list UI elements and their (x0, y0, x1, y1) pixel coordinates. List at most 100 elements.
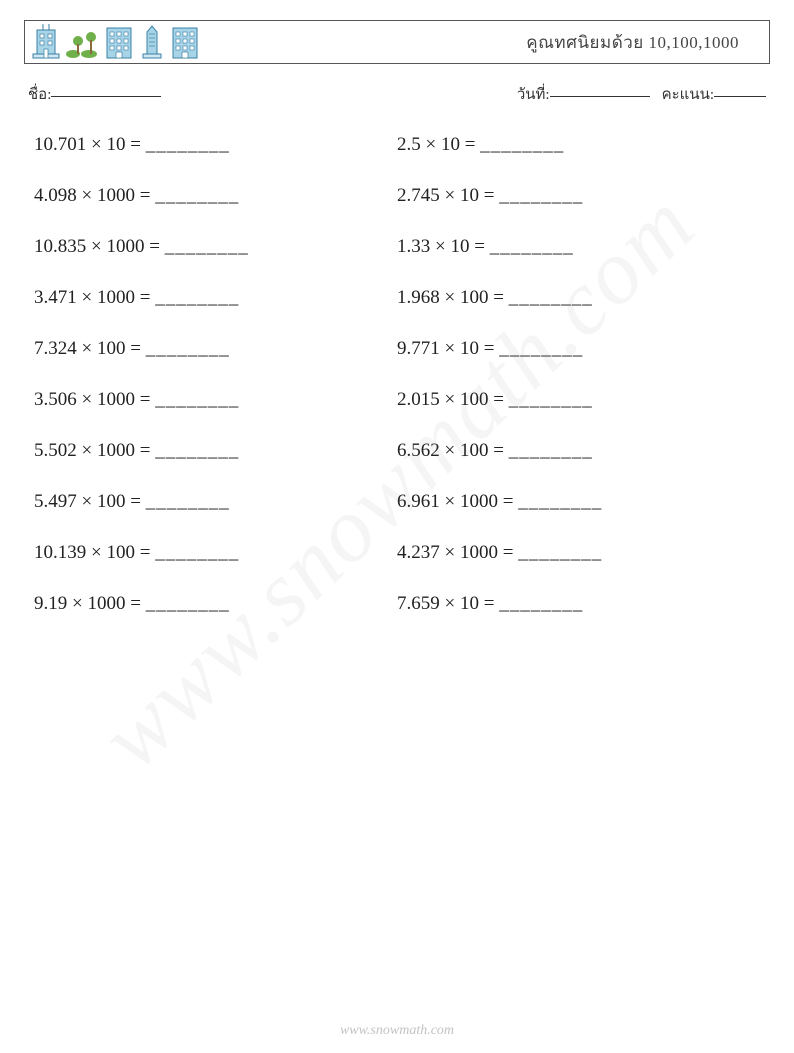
equals-sign: = (493, 440, 504, 461)
operand-a: 3.471 (34, 287, 77, 308)
operand-b: 10 (460, 185, 479, 206)
problem-cell: 9.771 × 10 = ________ (397, 338, 760, 360)
operand-a: 5.497 (34, 491, 77, 512)
worksheet-title: คูณทศนิยมด้วย 10,100,1000 (526, 29, 759, 56)
operand-a: 10.835 (34, 236, 86, 257)
operand-b: 10 (441, 134, 460, 155)
operand-a: 3.506 (34, 389, 77, 410)
answer-blank[interactable]: ________ (146, 593, 230, 614)
problem-cell: 10.835 × 1000 = ________ (34, 236, 397, 258)
times-sign: × (82, 338, 93, 359)
answer-blank[interactable]: ________ (499, 338, 583, 359)
score-label: คะแนน: (662, 82, 714, 106)
equals-sign: = (474, 236, 485, 257)
operand-a: 2.5 (397, 134, 421, 155)
answer-blank[interactable]: ________ (518, 542, 602, 563)
info-row: ชื่อ: วันที่: คะแนน: (28, 82, 766, 106)
times-sign: × (445, 593, 456, 614)
operand-a: 9.19 (34, 593, 67, 614)
problem-cell: 7.324 × 100 = ________ (34, 338, 397, 360)
operand-b: 1000 (460, 542, 498, 563)
building-icon (169, 24, 201, 60)
equals-sign: = (484, 185, 495, 206)
times-sign: × (72, 593, 83, 614)
equals-sign: = (140, 389, 151, 410)
times-sign: × (82, 287, 93, 308)
equals-sign: = (130, 593, 141, 614)
name-blank[interactable] (51, 82, 161, 97)
problem-row: 3.506 × 1000 = ________2.015 × 100 = ___… (34, 389, 760, 411)
times-sign: × (82, 491, 93, 512)
times-sign: × (91, 134, 102, 155)
date-blank[interactable] (550, 82, 650, 97)
problem-row: 5.502 × 1000 = ________6.562 × 100 = ___… (34, 440, 760, 462)
problem-row: 4.098 × 1000 = ________2.745 × 10 = ____… (34, 185, 760, 207)
problem-cell: 4.237 × 1000 = ________ (397, 542, 760, 564)
answer-blank[interactable]: ________ (146, 338, 230, 359)
problem-cell: 3.471 × 1000 = ________ (34, 287, 397, 309)
times-sign: × (426, 134, 437, 155)
footer-link: www.snowmath.com (0, 1023, 794, 1039)
answer-blank[interactable]: ________ (155, 440, 239, 461)
equals-sign: = (130, 338, 141, 359)
answer-blank[interactable]: ________ (509, 389, 593, 410)
worksheet-page: คูณทศนิยมด้วย 10,100,1000 ชื่อ: วันที่: … (0, 0, 794, 1053)
date-score-fields: วันที่: คะแนน: (517, 82, 766, 106)
operand-b: 100 (106, 542, 135, 563)
answer-blank[interactable]: ________ (490, 236, 574, 257)
answer-blank[interactable]: ________ (480, 134, 564, 155)
answer-blank[interactable]: ________ (146, 491, 230, 512)
operand-a: 10.701 (34, 134, 86, 155)
equals-sign: = (140, 287, 151, 308)
equals-sign: = (465, 134, 476, 155)
operand-a: 2.745 (397, 185, 440, 206)
problem-row: 9.19 × 1000 = ________7.659 × 10 = _____… (34, 593, 760, 615)
building-icon (31, 24, 61, 60)
times-sign: × (82, 185, 93, 206)
problem-cell: 6.562 × 100 = ________ (397, 440, 760, 462)
problem-cell: 9.19 × 1000 = ________ (34, 593, 397, 615)
problem-row: 10.835 × 1000 = ________1.33 × 10 = ____… (34, 236, 760, 258)
problem-cell: 4.098 × 1000 = ________ (34, 185, 397, 207)
operand-a: 7.659 (397, 593, 440, 614)
problem-row: 10.139 × 100 = ________4.237 × 1000 = __… (34, 542, 760, 564)
operand-b: 1000 (97, 287, 135, 308)
score-blank[interactable] (714, 82, 766, 97)
problem-cell: 1.33 × 10 = ________ (397, 236, 760, 258)
answer-blank[interactable]: ________ (509, 287, 593, 308)
equals-sign: = (140, 542, 151, 563)
answer-blank[interactable]: ________ (518, 491, 602, 512)
equals-sign: = (140, 185, 151, 206)
times-sign: × (82, 440, 93, 461)
operand-b: 1000 (97, 389, 135, 410)
answer-blank[interactable]: ________ (509, 440, 593, 461)
answer-blank[interactable]: ________ (499, 185, 583, 206)
answer-blank[interactable]: ________ (165, 236, 249, 257)
answer-blank[interactable]: ________ (499, 593, 583, 614)
problem-cell: 3.506 × 1000 = ________ (34, 389, 397, 411)
answer-blank[interactable]: ________ (155, 542, 239, 563)
operand-a: 4.098 (34, 185, 77, 206)
answer-blank[interactable]: ________ (155, 287, 239, 308)
problem-row: 7.324 × 100 = ________9.771 × 10 = _____… (34, 338, 760, 360)
operand-a: 6.562 (397, 440, 440, 461)
operand-b: 1000 (106, 236, 144, 257)
building-icon (103, 24, 135, 60)
operand-b: 100 (460, 389, 489, 410)
operand-a: 9.771 (397, 338, 440, 359)
header-box: คูณทศนิยมด้วย 10,100,1000 (24, 20, 770, 64)
answer-blank[interactable]: ________ (155, 389, 239, 410)
answer-blank[interactable]: ________ (146, 134, 230, 155)
problem-cell: 2.5 × 10 = ________ (397, 134, 760, 156)
answer-blank[interactable]: ________ (155, 185, 239, 206)
problem-cell: 5.497 × 100 = ________ (34, 491, 397, 513)
times-sign: × (445, 185, 456, 206)
problem-row: 5.497 × 100 = ________6.961 × 1000 = ___… (34, 491, 760, 513)
name-label: ชื่อ: (28, 82, 51, 106)
times-sign: × (445, 440, 456, 461)
header-icons (31, 24, 201, 60)
equals-sign: = (149, 236, 160, 257)
equals-sign: = (493, 389, 504, 410)
problem-cell: 10.701 × 10 = ________ (34, 134, 397, 156)
times-sign: × (91, 236, 102, 257)
